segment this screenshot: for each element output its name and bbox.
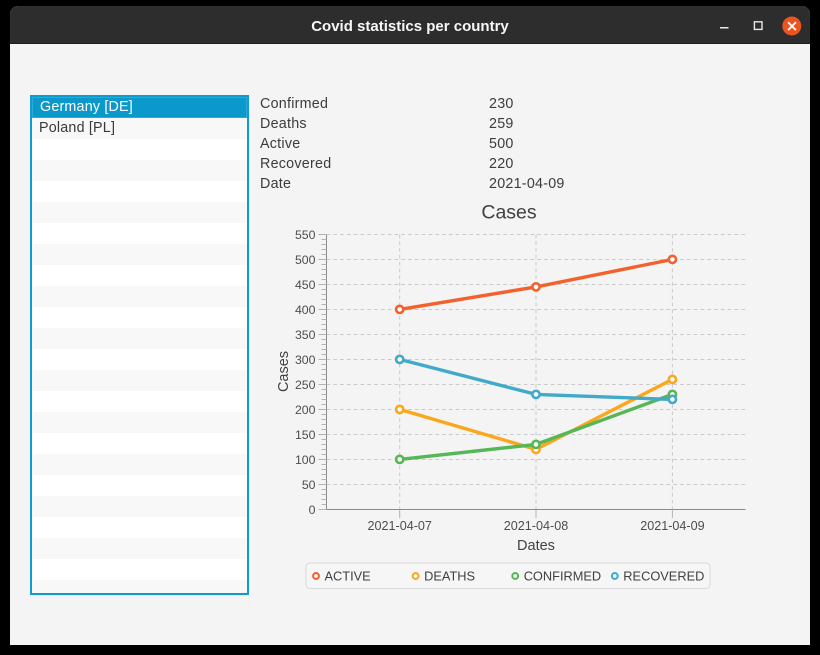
svg-text:DEATHS: DEATHS — [424, 569, 475, 584]
svg-text:250: 250 — [295, 378, 316, 392]
svg-text:2021-04-07: 2021-04-07 — [367, 519, 431, 533]
svg-text:450: 450 — [295, 278, 316, 292]
svg-text:Dates: Dates — [517, 538, 555, 554]
svg-text:350: 350 — [295, 328, 316, 342]
svg-text:CONFIRMED: CONFIRMED — [524, 569, 602, 584]
svg-text:2021-04-09: 2021-04-09 — [640, 519, 704, 533]
svg-text:400: 400 — [295, 303, 316, 317]
svg-text:Cases: Cases — [276, 351, 292, 392]
svg-text:RECOVERED: RECOVERED — [623, 569, 704, 584]
svg-text:50: 50 — [302, 478, 316, 492]
svg-text:200: 200 — [295, 403, 316, 417]
svg-text:300: 300 — [295, 353, 316, 367]
svg-text:550: 550 — [295, 228, 316, 242]
svg-text:ACTIVE: ACTIVE — [325, 569, 371, 584]
svg-text:150: 150 — [295, 428, 316, 442]
svg-text:Cases: Cases — [481, 202, 537, 224]
svg-text:0: 0 — [309, 503, 316, 517]
svg-text:500: 500 — [295, 253, 316, 267]
svg-text:2021-04-08: 2021-04-08 — [504, 519, 568, 533]
svg-text:100: 100 — [295, 453, 316, 467]
